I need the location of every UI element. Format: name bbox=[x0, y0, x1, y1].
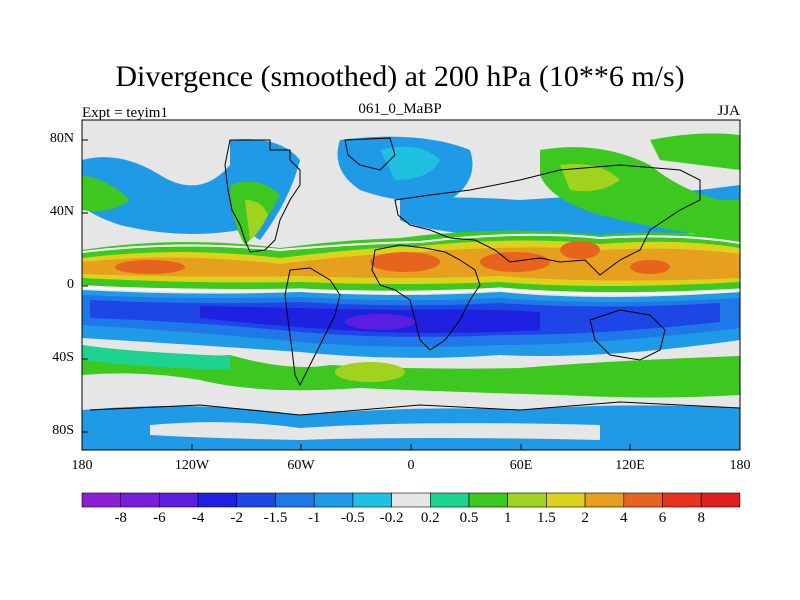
contour-india-max bbox=[560, 241, 600, 259]
colorbar-box bbox=[120, 492, 160, 508]
season-label: JJA bbox=[717, 103, 740, 119]
y-tick-label: 40S bbox=[52, 350, 74, 365]
colorbar-box bbox=[700, 492, 741, 508]
colorbar-tick-label: 6 bbox=[658, 510, 667, 526]
experiment-label: Expt = teyim1 bbox=[82, 105, 168, 121]
coast-eurasia bbox=[394, 164, 701, 276]
colorbar-box bbox=[81, 492, 122, 508]
colorbar-tick-label: -0.5 bbox=[341, 510, 365, 526]
x-tick-label: 180 bbox=[729, 458, 751, 473]
contour-sh-min bbox=[345, 314, 415, 330]
colorbar-box bbox=[546, 492, 586, 508]
y-tick-label: 80S bbox=[52, 423, 74, 438]
contour-wpac-max bbox=[630, 260, 670, 274]
contour-eurasia-yellow bbox=[560, 164, 620, 192]
coast-antarctica bbox=[89, 401, 740, 416]
y-tick-marks bbox=[82, 139, 88, 433]
colorbar-tick-label: -4 bbox=[191, 510, 205, 526]
colorbar-tick-label: 1.5 bbox=[537, 510, 556, 526]
colorbar-box bbox=[313, 492, 354, 508]
colorbar-box bbox=[159, 492, 199, 508]
colorbar-box bbox=[662, 492, 702, 508]
contour-sh-teal bbox=[82, 345, 230, 370]
divergence-field bbox=[82, 120, 740, 450]
period-label: 061_0_MaBP bbox=[358, 101, 442, 117]
colorbar-box bbox=[429, 492, 470, 508]
x-tick-label: 60W bbox=[287, 458, 315, 473]
colorbar-tick-label: -1 bbox=[307, 510, 321, 526]
colorbar bbox=[81, 492, 741, 508]
contour-namerica-yellow bbox=[245, 200, 268, 240]
x-tick-label: 120E bbox=[615, 458, 645, 473]
plot-title: Divergence (smoothed) at 200 hPa (10**6 … bbox=[115, 60, 685, 93]
contour-antarctic-gray bbox=[150, 422, 600, 440]
colorbar-box bbox=[468, 492, 509, 508]
colorbar-box bbox=[236, 492, 276, 508]
colorbar-box bbox=[275, 492, 315, 508]
colorbar-tick-label: -6 bbox=[153, 510, 166, 526]
colorbar-box bbox=[391, 492, 431, 508]
contour-africa-max bbox=[370, 252, 440, 272]
coast-africa bbox=[371, 244, 481, 351]
colorbar-box bbox=[507, 492, 547, 508]
x-tick-label: 0 bbox=[407, 458, 415, 473]
contour-sh-green bbox=[82, 345, 740, 398]
coast-greenland bbox=[344, 137, 396, 171]
contour-nepac-green bbox=[650, 133, 740, 170]
colorbar-tick-label: -8 bbox=[114, 510, 127, 526]
colorbar-box bbox=[352, 492, 392, 508]
colorbar-tick-label: 2 bbox=[581, 510, 589, 526]
contour-nh-west-green bbox=[82, 175, 130, 212]
coastlines bbox=[89, 137, 740, 416]
colorbar-tick-label: 1 bbox=[503, 510, 512, 526]
contour-pacific-max bbox=[115, 260, 185, 274]
colorbar-box bbox=[584, 492, 625, 508]
colorbar-tick-label: 0.2 bbox=[420, 510, 440, 526]
y-tick-label: 40N bbox=[49, 204, 74, 219]
colorbar-tick-label: -0.2 bbox=[379, 510, 404, 526]
x-tick-marks bbox=[81, 444, 741, 450]
coast-south-america bbox=[284, 267, 341, 387]
x-tick-label: 60E bbox=[509, 458, 533, 473]
x-tick-label: 180 bbox=[71, 458, 93, 473]
colorbar-tick-label: -2 bbox=[230, 510, 244, 526]
contour-nh-west bbox=[82, 157, 240, 234]
zero-line-equator bbox=[82, 285, 740, 296]
coast-north-america bbox=[224, 139, 301, 253]
colorbar-box bbox=[197, 492, 238, 508]
colorbar-tick-label: 8 bbox=[697, 510, 705, 526]
x-tick-label: 120W bbox=[174, 458, 210, 473]
contour-arabia-max bbox=[480, 252, 550, 272]
colorbar-tick-label: -1.5 bbox=[263, 510, 288, 526]
colorbar-tick-label: 4 bbox=[620, 510, 628, 526]
colorbar-tick-label: 0.5 bbox=[459, 510, 479, 526]
zero-line-north bbox=[82, 233, 740, 253]
y-tick-label: 0 bbox=[67, 277, 74, 292]
colorbar-box bbox=[623, 492, 663, 508]
y-tick-label: 80N bbox=[49, 131, 74, 146]
coast-australia bbox=[589, 309, 666, 361]
contour-sh-yellow bbox=[335, 362, 405, 382]
